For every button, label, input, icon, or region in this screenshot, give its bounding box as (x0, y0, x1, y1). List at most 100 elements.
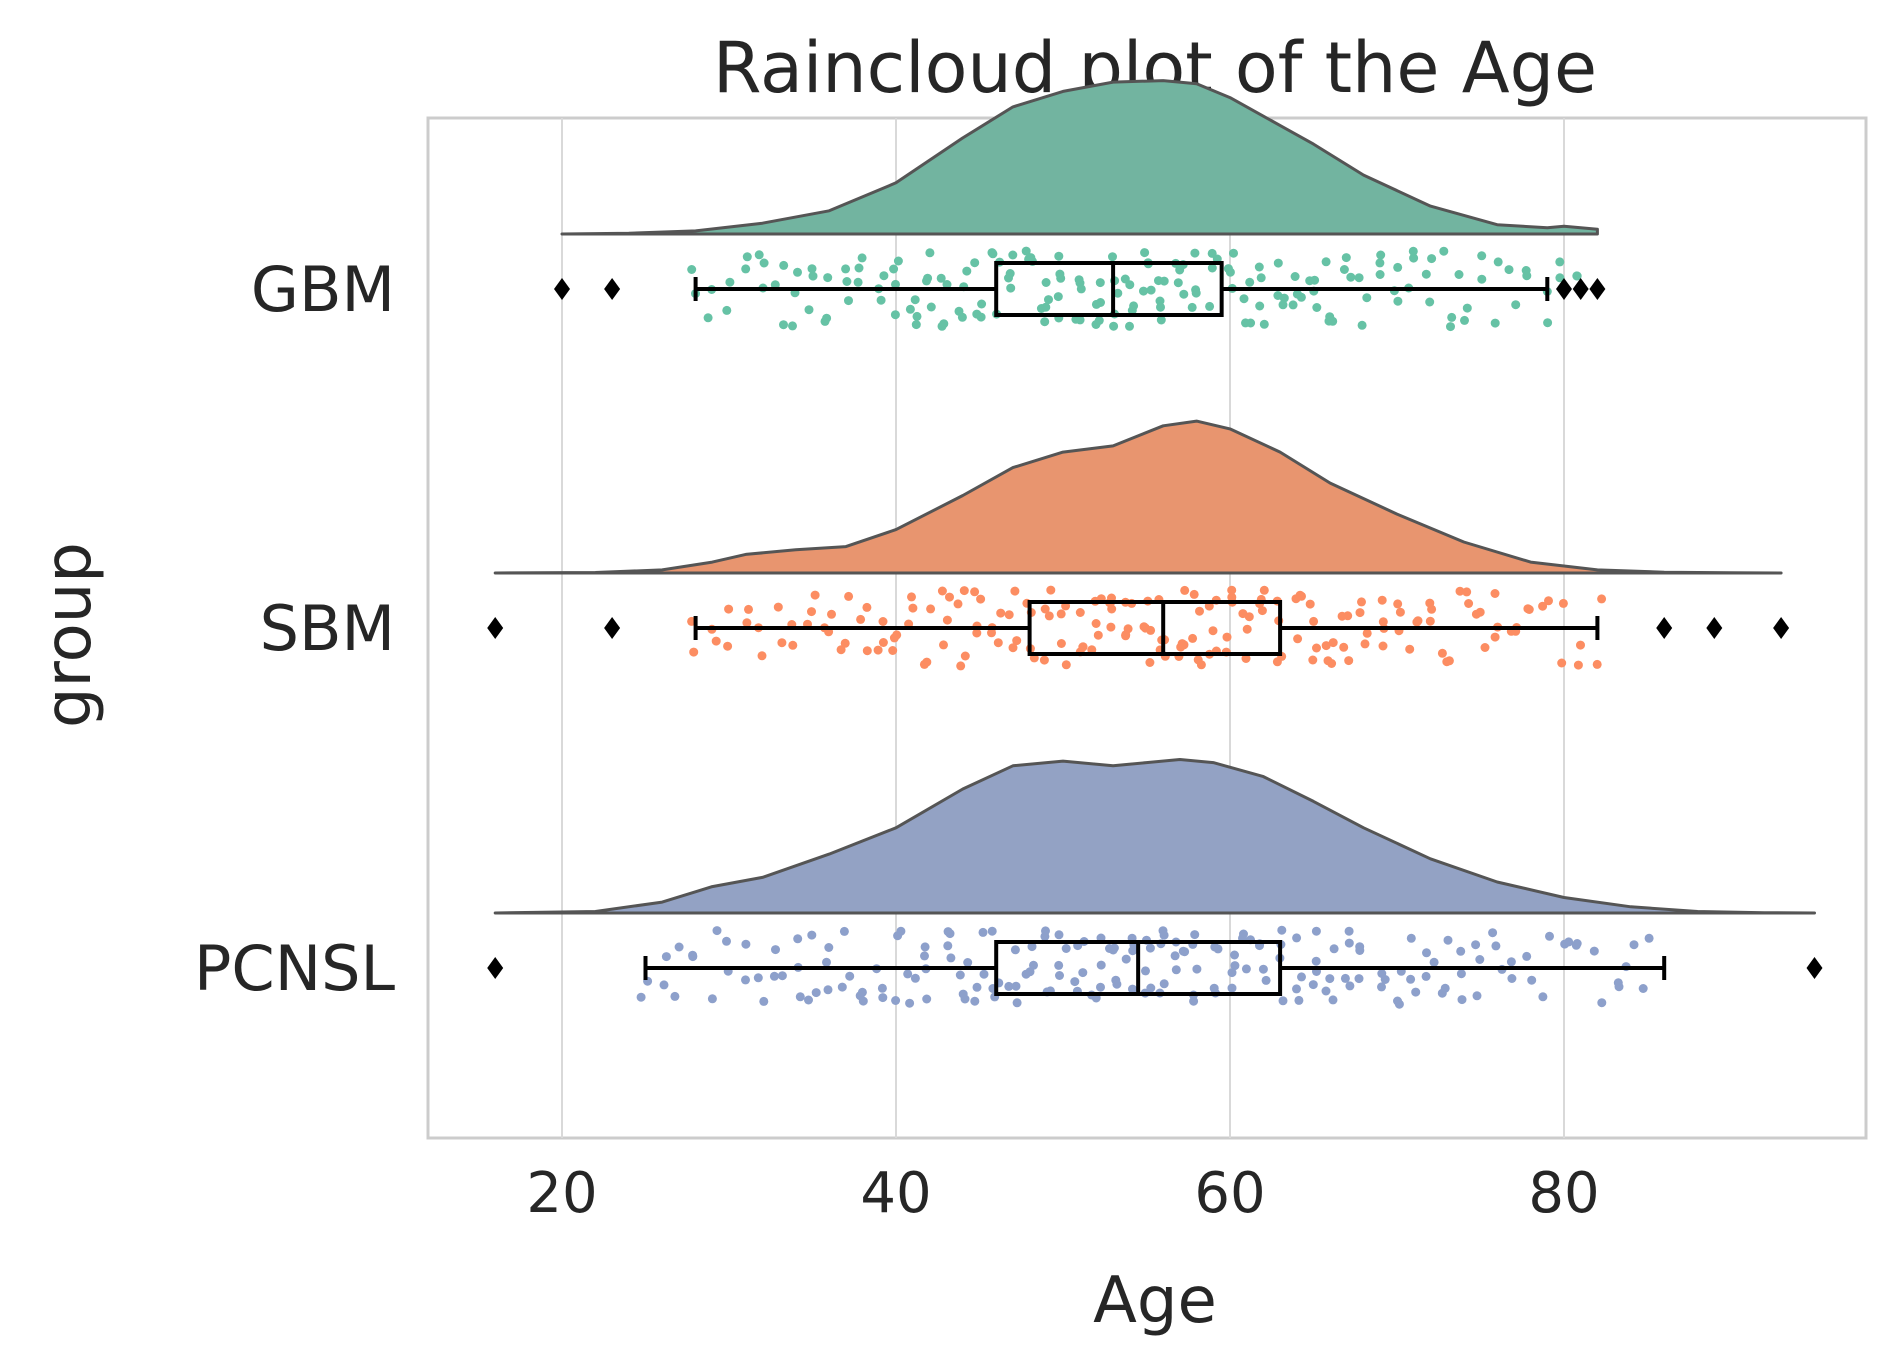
rain-point (1506, 957, 1516, 967)
rain-point (1106, 622, 1116, 632)
rain-point (1242, 624, 1252, 634)
rain-point (722, 936, 731, 946)
rain-point (1573, 660, 1583, 670)
rain-point (1205, 301, 1215, 311)
rain-point (1644, 933, 1654, 943)
rain-point (858, 996, 868, 1006)
rain-point (1006, 283, 1016, 293)
rain-points-pcnsl (636, 925, 1654, 1009)
rain-point (795, 992, 805, 1002)
rain-point (1139, 286, 1148, 296)
rain-point (1113, 288, 1123, 298)
outlier-marker (1556, 278, 1572, 300)
rain-point (1191, 288, 1201, 298)
rain-point (888, 646, 898, 655)
rain-point (1239, 294, 1249, 304)
x-tick-label: 20 (526, 1161, 597, 1226)
rain-point (1145, 658, 1155, 667)
rain-point (1061, 660, 1071, 670)
rain-point (688, 950, 698, 960)
rain-point (1311, 956, 1321, 966)
rain-point (753, 973, 763, 983)
rain-point (1406, 933, 1416, 943)
rain-point (1393, 296, 1403, 306)
rain-point (1261, 975, 1271, 985)
rain-point (1125, 321, 1134, 331)
rain-point (1329, 944, 1339, 954)
rain-point (1443, 935, 1453, 945)
rain-point (993, 638, 1003, 648)
rain-point (891, 996, 901, 1005)
rain-point (972, 982, 982, 992)
rain-point (1294, 995, 1304, 1005)
rain-point (1312, 643, 1321, 653)
rain-point (1576, 640, 1585, 650)
rain-point (1029, 960, 1038, 970)
rain-point (1061, 944, 1071, 953)
x-axis-tick-labels: 20 40 60 80 (526, 1161, 1599, 1226)
rain-point (1145, 943, 1155, 953)
rain-point (1375, 258, 1385, 268)
rain-point (1406, 974, 1416, 984)
rain-point (1425, 616, 1435, 626)
category-label-gbm: GBM (251, 253, 395, 326)
rain-point (1190, 248, 1200, 258)
rain-point (1171, 965, 1181, 975)
rain-point (1592, 659, 1602, 669)
rain-point (1472, 991, 1482, 1001)
rain-point (1429, 957, 1439, 967)
rain-point (1180, 585, 1190, 595)
rain-point (1140, 248, 1150, 258)
rain-point (920, 951, 929, 961)
rain-point (827, 609, 836, 619)
rain-point (1328, 995, 1338, 1005)
rain-point (1258, 964, 1268, 974)
rain-point (1310, 275, 1320, 285)
rain-point (744, 604, 753, 614)
rain-point (1012, 636, 1022, 646)
rain-point (1230, 961, 1240, 971)
rain-point (1437, 648, 1447, 658)
rain-point (759, 258, 769, 268)
rain-point (1173, 278, 1183, 288)
rain-point (1121, 954, 1131, 964)
rain-point (712, 926, 722, 936)
rain-point (891, 279, 900, 289)
rain-point (1170, 951, 1180, 961)
rain-point (1455, 586, 1465, 596)
rain-point (1344, 926, 1354, 936)
rain-point (1412, 617, 1422, 627)
rain-point (1425, 297, 1435, 307)
rain-point (911, 320, 921, 330)
rain-point (1354, 974, 1364, 984)
rain-point (1093, 630, 1103, 640)
rain-point (1177, 639, 1187, 649)
rain-point (1256, 273, 1266, 283)
group-pcnsl (487, 758, 1823, 1009)
rain-point (793, 934, 803, 944)
rain-point (1041, 302, 1051, 312)
rain-point (903, 969, 913, 979)
rain-point (972, 628, 982, 638)
rain-point (1305, 599, 1315, 609)
rain-point (1040, 317, 1050, 327)
group-gbm (554, 79, 1606, 332)
rain-point (1041, 926, 1050, 936)
rain-point (853, 277, 863, 287)
rain-point (1394, 999, 1404, 1009)
rain-point (1189, 996, 1199, 1006)
rain-point (1340, 973, 1350, 983)
rain-point (1229, 248, 1238, 258)
rain-point (1357, 320, 1367, 330)
outlier-marker (1773, 617, 1790, 639)
rain-point (757, 651, 767, 661)
rain-point (742, 252, 752, 262)
rain-point (1425, 598, 1435, 608)
rain-point (1141, 966, 1150, 976)
rain-point (905, 998, 915, 1008)
y-axis-category-labels: GBM SBM PCNSL (194, 253, 395, 1005)
rain-point (1339, 642, 1349, 652)
outlier-marker (554, 278, 570, 300)
rain-point (1156, 302, 1165, 312)
rain-point (670, 991, 680, 1001)
